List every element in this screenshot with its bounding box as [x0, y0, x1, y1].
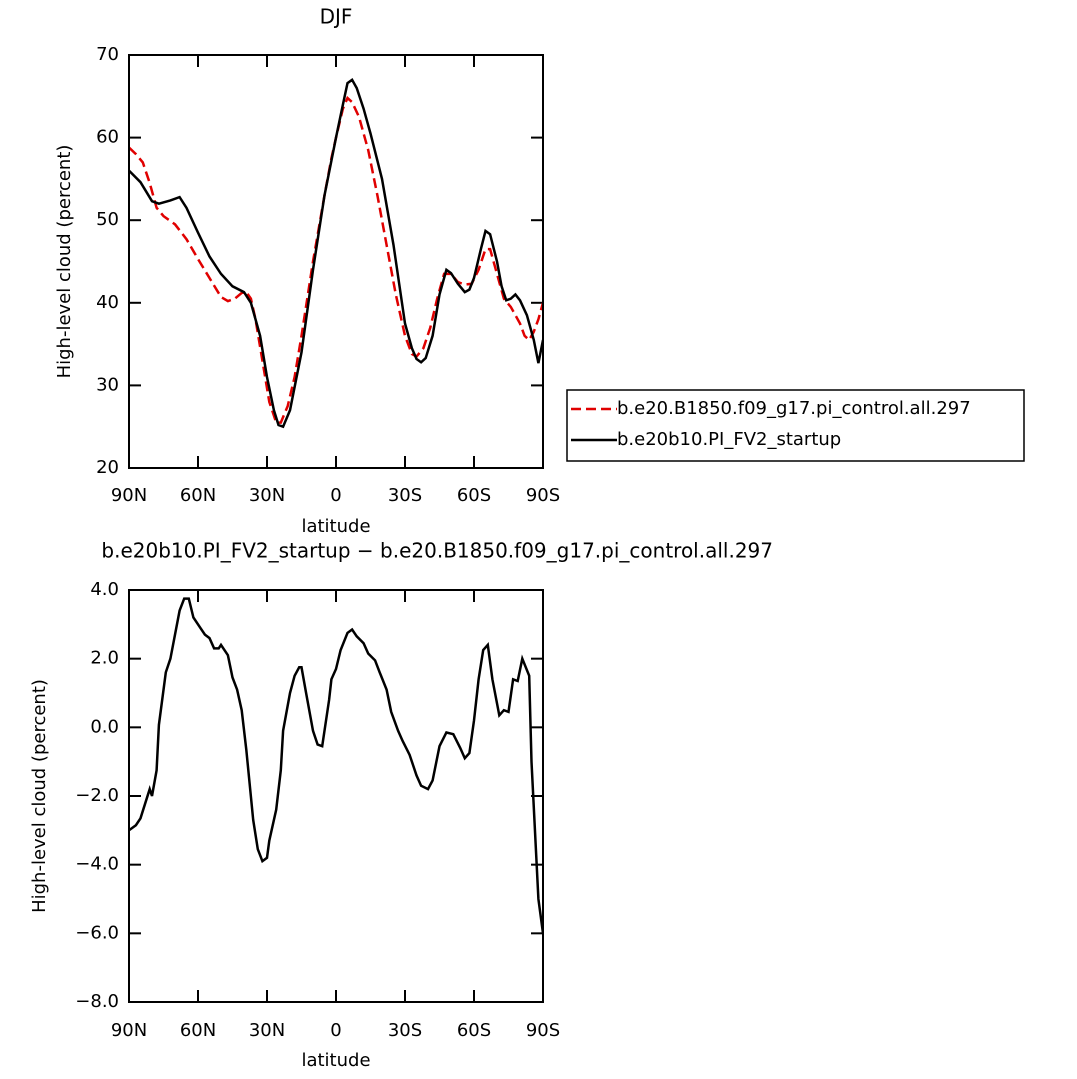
x-axis-label: latitude [301, 516, 370, 537]
y-tick-label: 50 [96, 209, 119, 230]
y-tick-label: 4.0 [90, 579, 119, 600]
legend: b.e20.B1850.f09_g17.pi_control.all.297 b.… [566, 389, 1025, 462]
x-tick-label: 90N [111, 485, 147, 506]
x-tick-label: 90S [526, 1020, 560, 1041]
x-tick-label: 60S [457, 1020, 491, 1041]
y-tick-label: 40 [96, 292, 119, 313]
x-tick-label: 60N [180, 485, 216, 506]
y-tick-label: 2.0 [90, 648, 119, 669]
x-tick-label: 60S [457, 485, 491, 506]
y-tick-label: 30 [96, 374, 119, 395]
plot-frame [128, 54, 544, 469]
y-tick-label: 70 [96, 44, 119, 65]
y-tick-label: 20 [96, 457, 119, 478]
y-tick-label: −8.0 [75, 991, 119, 1012]
x-tick-label: 30N [249, 1020, 285, 1041]
data-line [129, 77, 543, 429]
plot-frame [128, 589, 544, 1003]
legend-box [566, 389, 1025, 462]
chart-title: b.e20b10.PI_FV2_startup − b.e20.B1850.f0… [101, 539, 773, 563]
y-tick-label: 60 [96, 127, 119, 148]
y-axis-label: High-level cloud (percent) [29, 679, 50, 913]
y-tick-label: −6.0 [75, 922, 119, 943]
y-axis-label: High-level cloud (percent) [54, 145, 75, 379]
chart-panel: b.e20b10.PI_FV2_startup − b.e20.B1850.f0… [29, 539, 773, 1072]
data-line [129, 597, 543, 934]
x-tick-label: 90N [111, 1020, 147, 1041]
chart-title: DJF [320, 5, 353, 29]
y-tick-label: 0.0 [90, 716, 119, 737]
y-tick-label: −4.0 [75, 854, 119, 875]
legend-label: b.e20.B1850.f09_g17.pi_control.all.297 [617, 398, 971, 419]
x-tick-label: 30S [388, 485, 422, 506]
chart-panel: DJF latitude High-level cloud (percent) 90N… [54, 5, 1025, 537]
x-tick-label: 30S [388, 1020, 422, 1041]
x-tick-label: 60N [180, 1020, 216, 1041]
y-tick-label: −2.0 [75, 785, 119, 806]
x-tick-label: 0 [330, 1020, 341, 1041]
x-tick-label: 0 [330, 485, 341, 506]
x-tick-label: 30N [249, 485, 285, 506]
data-line [129, 95, 543, 424]
x-tick-label: 90S [526, 485, 560, 506]
legend-label: b.e20b10.PI_FV2_startup [617, 429, 841, 450]
x-axis-label: latitude [301, 1050, 370, 1071]
